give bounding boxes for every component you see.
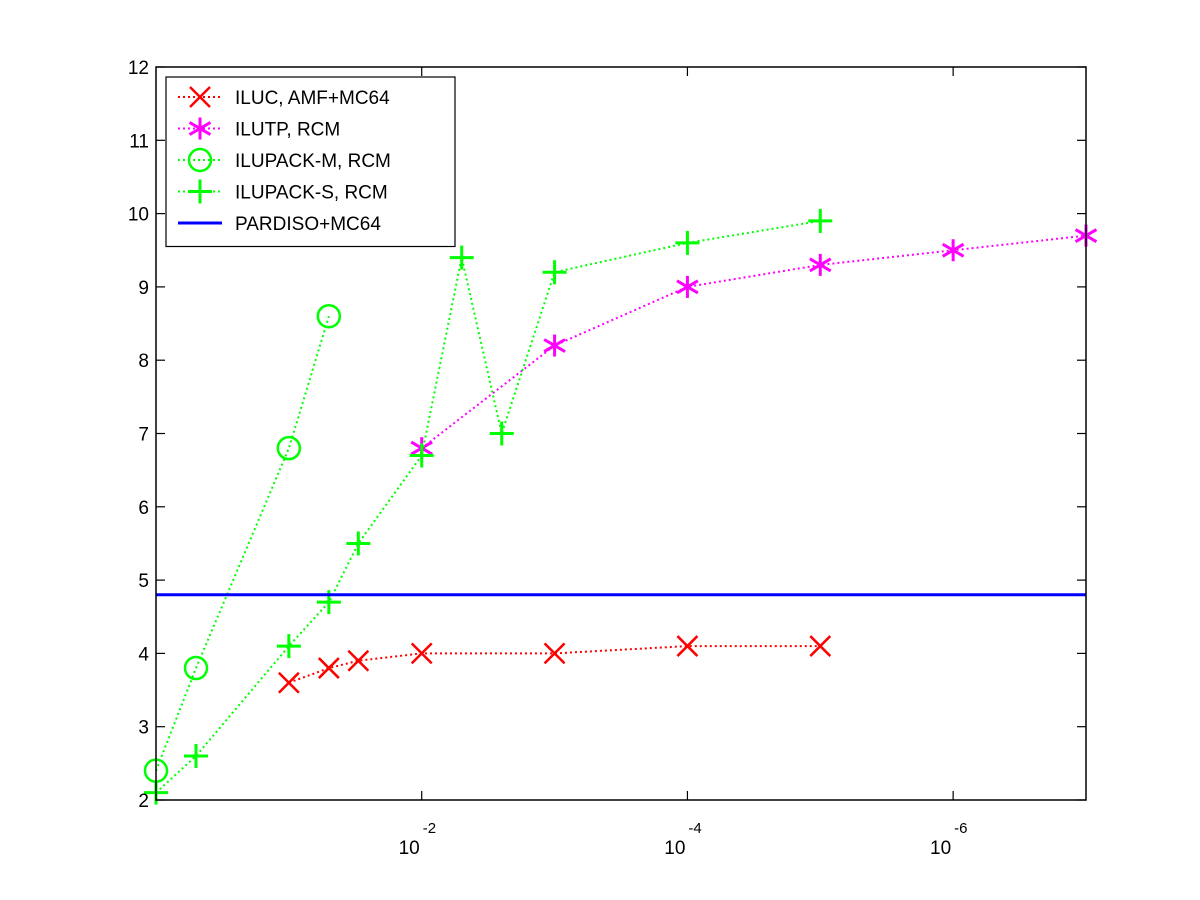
series-2-point-4 <box>809 253 832 276</box>
series-4-point-2 <box>183 744 208 769</box>
y-tick-label-10: 10 <box>128 205 149 226</box>
series-4-point-7 <box>449 245 474 270</box>
series-2-point-2 <box>543 334 566 357</box>
series-1-point-1 <box>277 671 300 694</box>
x-tick-label-base-3: 10 <box>930 838 951 859</box>
series-1-point-4 <box>410 642 433 665</box>
x-tick-label-exp-1: -2 <box>423 820 436 837</box>
legend-box <box>165 76 456 248</box>
legend-entry-5: PARDISO+MC64 <box>178 214 381 235</box>
series-3-line <box>155 315 330 772</box>
series-4 <box>144 208 833 805</box>
y-tick-label-2: 2 <box>138 791 149 812</box>
series-2-line <box>421 234 1087 449</box>
y-tick-label-5: 5 <box>138 571 149 592</box>
legend-label-1: ILUC, AMF+MC64 <box>235 88 390 109</box>
series-1-point-5 <box>543 642 566 665</box>
legend-swatch-marker-3 <box>187 147 213 173</box>
series-4-point-3 <box>276 634 301 659</box>
legend-entry-1: ILUC, AMF+MC64 <box>178 86 390 109</box>
y-tick-label-8: 8 <box>138 351 149 372</box>
series-4-point-10 <box>675 230 700 255</box>
y-tick-label-12: 12 <box>128 58 149 79</box>
legend-label-4: ILUPACK-S, RCM <box>235 183 388 204</box>
series-3-point-4 <box>316 303 342 329</box>
legend-swatch-marker-4 <box>188 179 212 204</box>
series-4-point-11 <box>808 208 833 233</box>
x-tick-label-base-1: 10 <box>399 838 420 859</box>
series-1-point-6 <box>676 635 699 657</box>
series-3-point-2 <box>183 655 209 681</box>
series-4-point-9 <box>542 260 567 285</box>
series-layer <box>143 208 1098 805</box>
y-tick-label-6: 6 <box>138 498 149 519</box>
legend-entry-4: ILUPACK-S, RCM <box>178 179 388 204</box>
legend-label-5: PARDISO+MC64 <box>235 214 381 235</box>
legend-label-2: ILUTP, RCM <box>235 120 340 141</box>
series-1 <box>277 635 832 694</box>
x-tick-label-exp-3: -6 <box>954 820 967 837</box>
series-1-point-2 <box>317 657 340 679</box>
legend-entry-3: ILUPACK-M, RCM <box>178 147 391 173</box>
series-3-point-3 <box>276 435 302 461</box>
y-tick-label-11: 11 <box>129 131 149 152</box>
x-tick-label-exp-2: -4 <box>688 820 701 837</box>
series-1-point-7 <box>809 635 832 657</box>
series-4-point-6 <box>409 443 434 468</box>
series-2-point-3 <box>676 275 699 298</box>
series-1-point-3 <box>347 649 370 672</box>
x-tick-label-base-2: 10 <box>664 838 685 859</box>
series-2-point-5 <box>941 239 965 262</box>
legend-swatch-marker-1 <box>189 86 211 108</box>
y-tick-label-4: 4 <box>138 644 149 665</box>
legend-label-3: ILUPACK-M, RCM <box>235 151 391 172</box>
series-4-point-8 <box>489 421 514 446</box>
y-tick-label-9: 9 <box>138 278 149 299</box>
series-4-point-5 <box>346 531 371 556</box>
legend-swatch-marker-2 <box>188 117 212 140</box>
legend: ILUC, AMF+MC64 ILUTP, RCM ILUPACK-M, RCM IL… <box>165 76 456 248</box>
y-tick-label-3: 3 <box>138 718 149 739</box>
y-tick-label-7: 7 <box>138 425 149 446</box>
legend-entry-2: ILUTP, RCM <box>178 117 340 141</box>
